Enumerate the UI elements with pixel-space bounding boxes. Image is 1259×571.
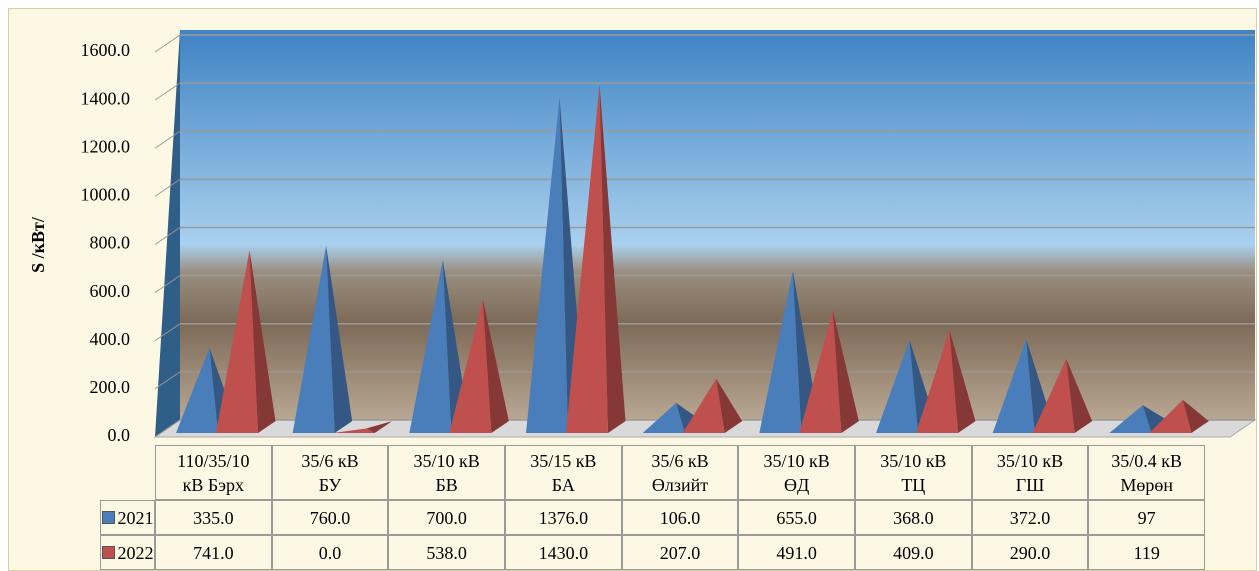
pyramid: [566, 84, 626, 433]
category-label: 110/35/10 кВ Бэрх: [155, 445, 272, 500]
pyramid-side: [482, 299, 509, 433]
y-tick-label: 600.0: [90, 281, 131, 301]
back-wall: [180, 30, 1255, 420]
legend-label: 2021: [117, 507, 154, 528]
category-label: 35/10 кВ ӨД: [738, 445, 855, 500]
table-value: 538.0: [388, 535, 505, 570]
pyramid-side: [1066, 358, 1093, 433]
pyramid-side: [832, 310, 859, 433]
pyramid: [292, 245, 353, 433]
y-axis-label: S /кВт/: [28, 216, 48, 273]
category-label: 35/10 кВ БВ: [388, 445, 505, 500]
table-value: 335.0: [155, 500, 272, 535]
grid-line-side: [154, 130, 181, 149]
pyramid-side: [716, 378, 743, 433]
pyramid: [332, 421, 393, 433]
pyramid: [1149, 399, 1209, 433]
y-tick-label: 800.0: [90, 233, 131, 253]
category-label: 35/6 кВ Өлзийт: [621, 445, 739, 500]
y-tick-label: 1200.0: [81, 136, 131, 156]
grid-line-side: [154, 419, 181, 438]
table-value: 741.0: [155, 535, 272, 570]
grid-line-side: [154, 34, 181, 53]
pyramid-front: [759, 270, 802, 433]
category-label: 35/15 кВ БА: [505, 445, 622, 500]
pyramid: [1109, 405, 1169, 433]
grid-line-side: [154, 178, 181, 197]
pyramid-side: [366, 421, 393, 433]
pyramid-front: [332, 428, 375, 433]
side-wall: [155, 30, 180, 437]
table-value: 760.0: [271, 500, 389, 535]
table-value: 119: [1088, 535, 1205, 570]
table-value: 409.0: [855, 535, 972, 570]
pyramid-front: [799, 310, 842, 433]
pyramid-front: [176, 347, 218, 433]
pyramid: [449, 299, 509, 433]
pyramid-side: [249, 250, 276, 433]
category-label: 35/0.4 кВ Мөрөн: [1088, 445, 1205, 500]
pyramid: [1032, 358, 1093, 433]
category-label: 35/10 кВ ТЦ: [855, 445, 972, 500]
pyramid-front: [449, 299, 492, 433]
pyramid-front: [409, 260, 452, 433]
pyramid-side: [599, 84, 626, 433]
table-value: 1430.0: [505, 535, 622, 570]
pyramid: [916, 330, 976, 433]
y-tick-label: 0.0: [108, 425, 131, 445]
y-tick-label: 1000.0: [81, 185, 131, 205]
pyramid-front: [566, 84, 608, 433]
pyramid-front: [216, 250, 258, 433]
pyramid-front: [1149, 399, 1192, 433]
grid-line-side: [154, 82, 181, 101]
y-tick-label: 1600.0: [81, 40, 131, 60]
y-tick-label: 200.0: [90, 377, 131, 397]
table-value: 491.0: [738, 535, 855, 570]
y-tick-label: 400.0: [90, 329, 131, 349]
table-value: 700.0: [388, 500, 505, 535]
pyramid-front: [682, 378, 725, 433]
y-tick-label: 1400.0: [81, 88, 131, 108]
grid-line-side: [154, 275, 181, 294]
pyramid-front: [916, 330, 958, 433]
pyramid-front: [992, 338, 1035, 433]
pyramid-side: [949, 330, 976, 433]
legend-key: [101, 546, 115, 559]
pyramid-side: [1142, 405, 1169, 433]
legend-cell: 2022: [100, 535, 155, 570]
pyramid: [682, 378, 743, 433]
pyramid-front: [1032, 358, 1075, 433]
pyramid: [799, 310, 859, 433]
table-value: 97: [1088, 500, 1205, 535]
table-value: 372.0: [971, 500, 1089, 535]
table-value: 655.0: [738, 500, 855, 535]
pyramid-side: [1182, 399, 1209, 433]
grid-line-side: [154, 371, 181, 390]
pyramid-side: [326, 245, 353, 433]
pyramid: [216, 250, 276, 433]
table-value: 368.0: [855, 500, 972, 535]
grid-line-side: [154, 323, 181, 342]
table-value: 207.0: [621, 535, 739, 570]
pyramid-front: [526, 97, 568, 434]
table-value: 106.0: [621, 500, 739, 535]
grid-line-side: [154, 227, 181, 245]
table-value: 0.0: [271, 535, 389, 570]
pyramid-front: [642, 402, 685, 433]
legend-label: 2022: [117, 542, 154, 563]
table-value: 290.0: [971, 535, 1089, 570]
pyramid-front: [1109, 405, 1152, 433]
pyramid-front: [876, 339, 918, 433]
category-label: 35/10 кВ ГШ: [971, 445, 1089, 500]
category-label: 35/6 кВ БУ: [271, 445, 389, 500]
table-value: 1376.0: [505, 500, 622, 535]
legend-key: [101, 511, 115, 524]
legend-cell: 2021: [100, 500, 155, 535]
pyramid-front: [292, 245, 335, 433]
